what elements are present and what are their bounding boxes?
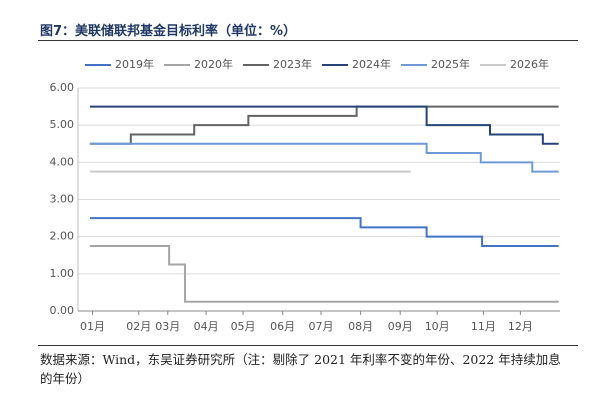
y-tick-label: 5.00 — [50, 118, 75, 131]
x-tick-label: 06月 — [270, 320, 295, 333]
x-tick-label: 03月 — [155, 320, 180, 333]
y-tick-label: 0.00 — [50, 304, 75, 317]
legend-label: 2024年 — [352, 57, 391, 71]
y-tick-label: 4.00 — [50, 155, 75, 168]
series-line — [89, 105, 559, 145]
series-line — [89, 105, 559, 145]
series-line — [89, 142, 559, 173]
y-tick-label: 2.00 — [50, 230, 75, 243]
legend-label: 2020年 — [194, 57, 233, 71]
x-tick-label: 12月 — [508, 320, 533, 333]
legend-label: 2023年 — [273, 57, 312, 71]
x-tick-label: 01月 — [80, 320, 105, 333]
y-tick-label: 1.00 — [50, 267, 75, 280]
chart: 0.00 1.00 2.00 3.00 4.00 5.00 6.00 01月 02月 03月 04月… — [50, 57, 560, 333]
y-tick-label: 3.00 — [50, 193, 75, 206]
series-line — [89, 244, 559, 303]
rule — [38, 40, 578, 41]
x-tick-label: 09月 — [388, 320, 413, 333]
x-tick-label: 07月 — [308, 320, 333, 333]
legend-label: 2026年 — [510, 57, 549, 71]
series-line — [89, 217, 559, 247]
y-tick-label: 6.00 — [50, 81, 75, 94]
chart-title: 图7：美联储联邦基金目标利率（单位：%） — [40, 24, 297, 39]
x-tick-label: 11月 — [471, 320, 496, 333]
legend-label: 2019年 — [115, 57, 154, 71]
legend-label: 2025年 — [431, 57, 470, 71]
x-tick-label: 08月 — [348, 320, 373, 333]
x-tick-label: 10月 — [425, 320, 450, 333]
rule — [38, 345, 578, 346]
x-tick-label: 02月 — [126, 320, 151, 333]
x-tick-label: 04月 — [194, 320, 219, 333]
x-tick-label: 05月 — [231, 320, 256, 333]
source-note: 数据来源：Wind，东吴证券研究所（注：剔除了 2021 年利率不变的年份、20… — [40, 352, 561, 386]
